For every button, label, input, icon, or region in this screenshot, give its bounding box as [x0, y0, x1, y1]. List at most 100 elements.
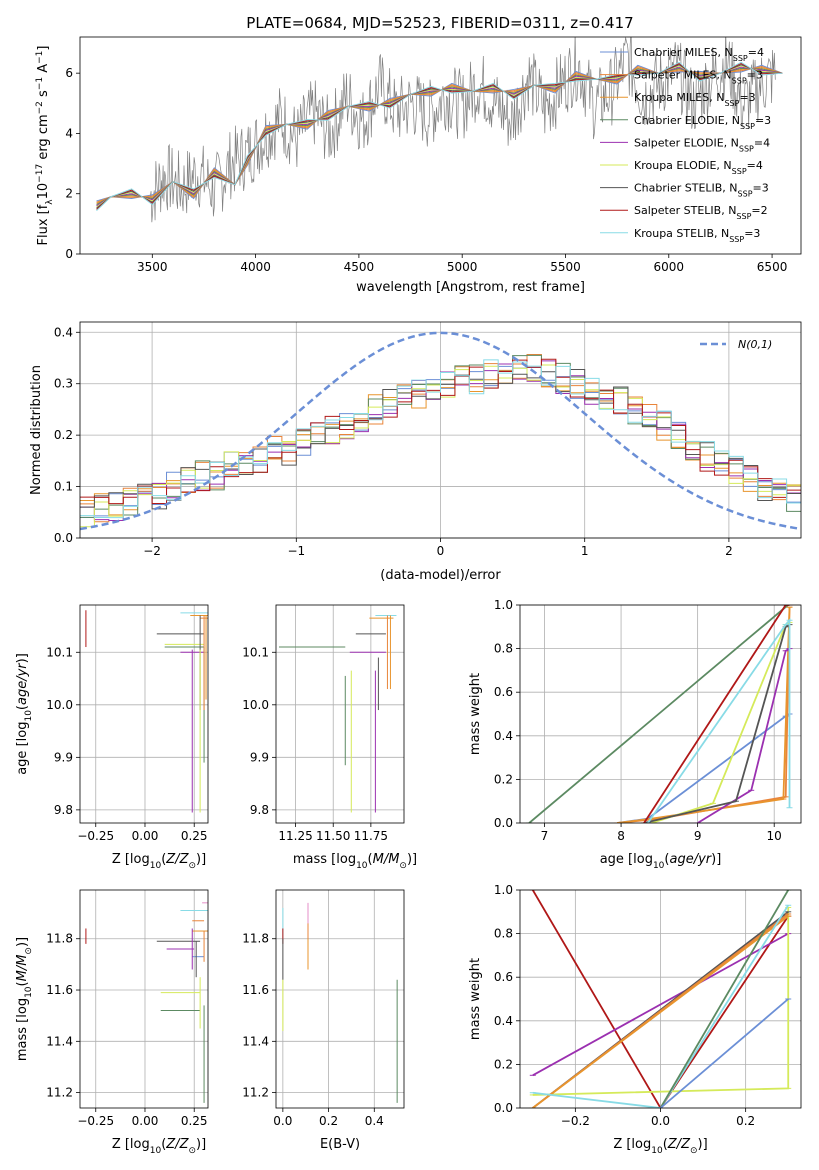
x-axis-label: age [log10(age/yr)]: [600, 852, 722, 871]
y-tick-label: 2: [65, 187, 73, 201]
x-tick-label: −1: [287, 544, 305, 558]
y-tick-label: 10.0: [46, 698, 73, 712]
x-tick-label: 11.50: [316, 829, 350, 843]
x-tick-label: 4500: [344, 260, 375, 274]
legend-entry: Chabrier ELODIE, NSSP=3: [634, 114, 771, 131]
x-tick-label: 9: [694, 829, 702, 843]
cumulative-chabrier-stelib: [643, 623, 790, 823]
legend-entry: Kroupa MILES, NSSP=3: [634, 91, 756, 108]
y-tick-label: 11.4: [242, 1034, 269, 1048]
y-tick-label: 0.3: [54, 377, 73, 391]
x-tick-label: 0.2: [736, 1114, 755, 1128]
axes-frame: [275, 889, 405, 1109]
panel-age-cumulative: 7 8 9 10 0.0 0.2 0.4 0.6 0.8 1.0 age [log10(age/yr…: [468, 598, 802, 871]
y-tick-label: 11.4: [46, 1034, 73, 1048]
grid-lines: [520, 604, 801, 824]
grid-lines: [80, 605, 208, 823]
panel-residuals: −2 −1 0 1 2 0.0 0.1 0.2 0.3 0.4 N(0,1) (data-model)…: [29, 321, 802, 583]
y-tick-label: 0.0: [494, 1101, 513, 1115]
hist-kroupa-stelib: [80, 359, 801, 519]
x-tick-label: 11.25: [278, 829, 312, 843]
x-tick-label: −0.25: [77, 1114, 114, 1128]
y-tick-label: 0.8: [494, 642, 513, 656]
grid-lines: [80, 890, 208, 1108]
legend-entry: Kroupa ELODIE, NSSP=4: [634, 159, 763, 176]
errorbars: [279, 615, 397, 813]
y-tick-label: 11.2: [46, 1086, 73, 1100]
cumulative-chabrier-miles: [659, 998, 789, 1108]
y-tick-label: 1.0: [494, 883, 513, 897]
y-tick-label: 6: [65, 66, 73, 80]
axes-frame: [275, 604, 405, 824]
y-tick-label: 11.2: [242, 1086, 269, 1100]
y-tick-label: 0.0: [54, 531, 73, 545]
x-tick-label: 6000: [654, 260, 685, 274]
y-axis-label: Normed distribution: [29, 365, 44, 495]
figure-title: PLATE=0684, MJD=52523, FIBERID=0311, z=0…: [246, 14, 633, 32]
x-tick-label: 7: [541, 829, 549, 843]
y-tick-label: 11.8: [242, 932, 269, 946]
cumulative-kroupa-miles: [617, 607, 791, 823]
x-axis-label: (data-model)/error: [380, 568, 501, 583]
x-tick-label: 5000: [447, 260, 478, 274]
cumulative-kroupa-stelib: [532, 904, 789, 1108]
x-tick-label: 3500: [137, 260, 168, 274]
y-tick-label: 0.6: [494, 970, 513, 984]
y-tick-label: 9.8: [54, 803, 73, 817]
y-axis-label: age [log10(age/yr)]: [15, 653, 34, 775]
grid-lines: [276, 605, 404, 823]
y-tick-label: 0.2: [494, 772, 513, 786]
y-tick-label: 11.8: [46, 932, 73, 946]
x-tick-label: −0.2: [561, 1114, 590, 1128]
x-tick-label: 10: [767, 829, 782, 843]
cumulative-chabrier-elodie: [659, 890, 790, 1108]
y-tick-label: 0.4: [494, 1014, 513, 1028]
y-axis-label: mass weight: [468, 958, 483, 1040]
y-tick-label: 0.2: [54, 428, 73, 442]
cumulative-salpeter-stelib: [531, 890, 789, 1108]
y-tick-label: 0.1: [54, 480, 73, 494]
y-tick-label: 0.6: [494, 685, 513, 699]
x-tick-label: 11.75: [354, 829, 388, 843]
gaussian-legend-label: N(0,1): [738, 338, 772, 351]
y-tick-label: 0.2: [494, 1057, 513, 1071]
legend-entry: Kroupa STELIB, NSSP=3: [634, 227, 760, 244]
hist-salpeter-stelib: [80, 358, 801, 505]
panel-age-vs-mass: 11.25 11.50 11.75 9.8 9.9 10.0 10.1 mass [log10…: [242, 604, 417, 871]
y-tick-label: 11.6: [46, 983, 73, 997]
grid-lines: [80, 322, 801, 539]
cumulative-lines: [529, 890, 792, 1108]
y-tick-label: 0: [65, 247, 73, 261]
axes-frame: [79, 321, 802, 539]
axes-frame: [79, 36, 802, 255]
cumulative-salpeter-stelib: [643, 605, 790, 823]
cumulative-kroupa-miles: [532, 915, 789, 1108]
axes-frame: [79, 889, 209, 1109]
x-tick-label: 2: [725, 544, 733, 558]
x-tick-label: 0.0: [651, 1114, 670, 1128]
y-tick-label: 10.1: [242, 645, 269, 659]
x-axis-label: E(B-V): [320, 1137, 360, 1152]
x-tick-label: 0.25: [181, 1114, 208, 1128]
x-tick-label: 1: [581, 544, 589, 558]
x-tick-label: 0.00: [132, 829, 159, 843]
x-tick-label: 0.25: [181, 829, 208, 843]
errorbars: [85, 610, 208, 813]
panel-spectrum: 3500 4000 4500 5000 5500 6000 6500 0 2 4 6 Chabrier…: [35, 36, 802, 295]
panel-mass-vs-Z: −0.25 0.00 0.25 11.2 11.4 11.6 11.8 Z [log10(Z/…: [15, 889, 209, 1156]
axes-frame: [79, 604, 209, 824]
axes-frame: [519, 889, 802, 1109]
x-tick-label: 4000: [240, 260, 271, 274]
legend-entry: Salpeter MILES, NSSP=3: [634, 69, 763, 86]
x-axis-label: Z [log10(Z/Z⊙)]: [112, 852, 206, 871]
y-tick-label: 9.9: [54, 750, 73, 764]
y-axis-label: mass weight: [468, 673, 483, 755]
panel-mass-vs-ebv: 0.0 0.2 0.4 11.2 11.4 11.6 11.8 E(B-V): [242, 889, 405, 1152]
y-axis-label: Flux [fλ10−17 erg cm−2 s−1 A−1]: [35, 46, 55, 246]
cumulative-salpeter-elodie: [697, 647, 790, 823]
x-tick-label: 5500: [550, 260, 581, 274]
errorbars: [85, 902, 208, 1103]
x-axis-label: mass [log10(M/M⊙)]: [293, 852, 417, 871]
axes-frame: [519, 604, 802, 824]
